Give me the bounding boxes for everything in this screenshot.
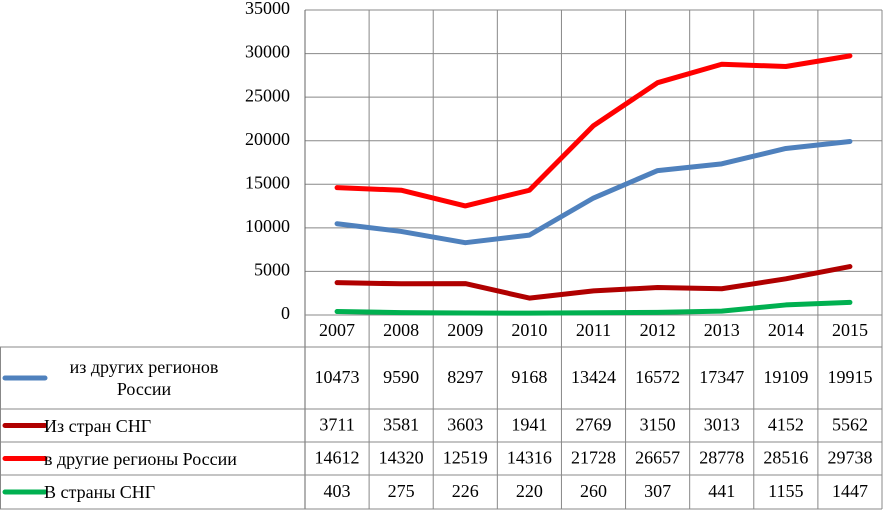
table-value: 26657 bbox=[635, 448, 680, 468]
legend-label: из других регионов России bbox=[69, 357, 219, 399]
table-value: 14320 bbox=[379, 448, 424, 468]
table-value: 1155 bbox=[768, 481, 803, 501]
table-value: 5562 bbox=[832, 415, 868, 435]
x-tick-label: 2010 bbox=[511, 320, 547, 340]
y-tick-label: 15000 bbox=[245, 172, 290, 192]
x-tick-label: 2015 bbox=[832, 320, 868, 340]
series-line bbox=[334, 138, 853, 246]
table-value: 3711 bbox=[319, 415, 354, 435]
x-tick-label: 2008 bbox=[383, 320, 419, 340]
table-value: 3581 bbox=[383, 415, 419, 435]
series-line bbox=[334, 299, 853, 316]
y-tick-label: 20000 bbox=[245, 129, 290, 149]
series-line bbox=[334, 53, 853, 209]
y-tick-label: 10000 bbox=[245, 216, 290, 236]
table-value: 226 bbox=[452, 481, 479, 501]
y-tick-label: 35000 bbox=[245, 0, 290, 18]
table-value: 260 bbox=[580, 481, 607, 501]
table-value: 3603 bbox=[447, 415, 483, 435]
table-value: 275 bbox=[388, 481, 415, 501]
table-value: 3013 bbox=[704, 415, 740, 435]
y-tick-label: 25000 bbox=[245, 85, 290, 105]
table-value: 14316 bbox=[507, 448, 552, 468]
table-value: 3150 bbox=[640, 415, 676, 435]
table-value: 28516 bbox=[763, 448, 808, 468]
table-value: 17347 bbox=[699, 367, 744, 387]
table-value: 14612 bbox=[315, 448, 360, 468]
table-value: 307 bbox=[644, 481, 671, 501]
y-tick-label: 30000 bbox=[245, 42, 290, 62]
legend-label: в другие регионы России bbox=[44, 448, 237, 469]
y-tick-label: 5000 bbox=[254, 260, 290, 280]
table-value: 10473 bbox=[315, 367, 360, 387]
table-value: 1447 bbox=[832, 481, 868, 501]
x-tick-label: 2014 bbox=[768, 320, 804, 340]
table-value: 441 bbox=[708, 481, 735, 501]
table-value: 13424 bbox=[571, 367, 616, 387]
x-tick-label: 2013 bbox=[704, 320, 740, 340]
table-value: 28778 bbox=[699, 448, 744, 468]
x-tick-label: 2012 bbox=[640, 320, 676, 340]
table-value: 4152 bbox=[768, 415, 804, 435]
table-value: 19109 bbox=[763, 367, 808, 387]
table-value: 1941 bbox=[511, 415, 547, 435]
table-value: 9168 bbox=[511, 367, 547, 387]
x-tick-label: 2009 bbox=[447, 320, 483, 340]
y-tick-label: 0 bbox=[281, 303, 290, 323]
x-tick-label: 2007 bbox=[319, 320, 355, 340]
table-value: 403 bbox=[324, 481, 351, 501]
table-value: 19915 bbox=[827, 367, 872, 387]
table-value: 220 bbox=[516, 481, 543, 501]
table-value: 12519 bbox=[443, 448, 488, 468]
table-value: 21728 bbox=[571, 448, 616, 468]
x-tick-label: 2011 bbox=[576, 320, 611, 340]
table-value: 2769 bbox=[576, 415, 612, 435]
legend-label: В страны СНГ bbox=[44, 482, 156, 502]
table-value: 8297 bbox=[447, 367, 483, 387]
table-value: 16572 bbox=[635, 367, 680, 387]
table-value: 29738 bbox=[827, 448, 872, 468]
series-line bbox=[334, 264, 853, 301]
legend-label: Из стран СНГ bbox=[44, 415, 152, 436]
table-value: 9590 bbox=[383, 367, 419, 387]
